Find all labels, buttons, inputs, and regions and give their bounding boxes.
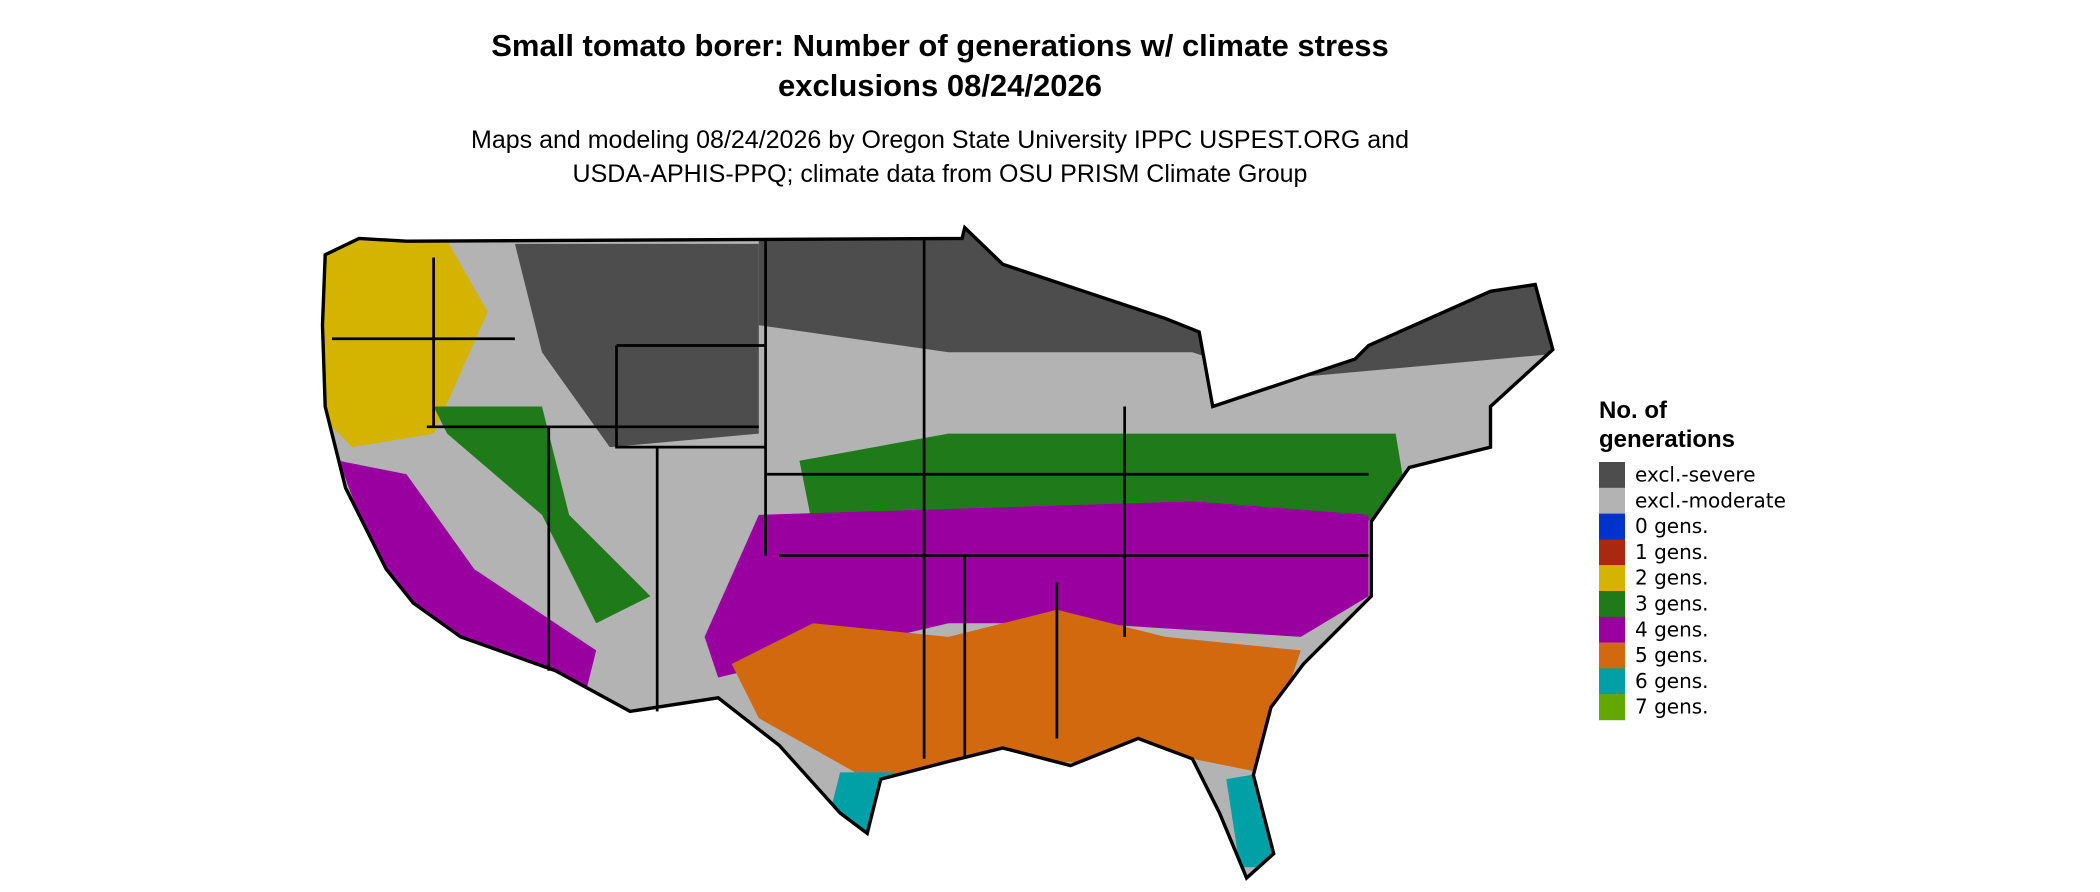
legend-label: excl.-severe xyxy=(1635,463,1756,487)
map-region xyxy=(731,609,1301,780)
legend-swatch xyxy=(1599,539,1625,566)
legend-swatch xyxy=(1599,616,1625,643)
title-line: Small tomato borer: Number of generation… xyxy=(491,28,1389,63)
legend-label: 5 gens. xyxy=(1635,643,1709,667)
legend-label: 4 gens. xyxy=(1635,617,1709,641)
title-line: exclusions 08/24/2026 xyxy=(778,68,1102,103)
legend-label: excl.-moderate xyxy=(1635,488,1786,512)
legend-swatch xyxy=(1599,565,1625,592)
legend-label: 0 gens. xyxy=(1635,514,1709,538)
us-outline xyxy=(320,224,1555,881)
map-region xyxy=(433,406,651,624)
map-region xyxy=(322,227,488,448)
legend-title-line: generations xyxy=(1599,426,1735,453)
legend-label: 7 gens. xyxy=(1635,695,1709,719)
subtitle-line: Maps and modeling 08/24/2026 by Oregon S… xyxy=(471,126,1409,154)
legend-swatch xyxy=(1599,462,1625,488)
legend-label: 2 gens. xyxy=(1635,566,1709,590)
legend-swatch xyxy=(1599,668,1625,695)
state-borders xyxy=(331,238,1369,759)
map xyxy=(320,224,1555,881)
legend-label: 1 gens. xyxy=(1635,540,1709,564)
subtitle-line: USDA-APHIS-PPQ; climate data from OSU PR… xyxy=(573,160,1308,188)
legend-label: 6 gens. xyxy=(1635,669,1709,693)
map-region xyxy=(338,460,597,705)
legend-swatch xyxy=(1599,642,1625,669)
legend-swatch xyxy=(1599,694,1625,721)
legend-label: 3 gens. xyxy=(1635,592,1709,616)
legend-title-line: No. of xyxy=(1599,397,1668,424)
legend-swatch xyxy=(1599,513,1625,540)
legend-swatch xyxy=(1599,487,1625,514)
legend-swatch xyxy=(1599,591,1625,617)
